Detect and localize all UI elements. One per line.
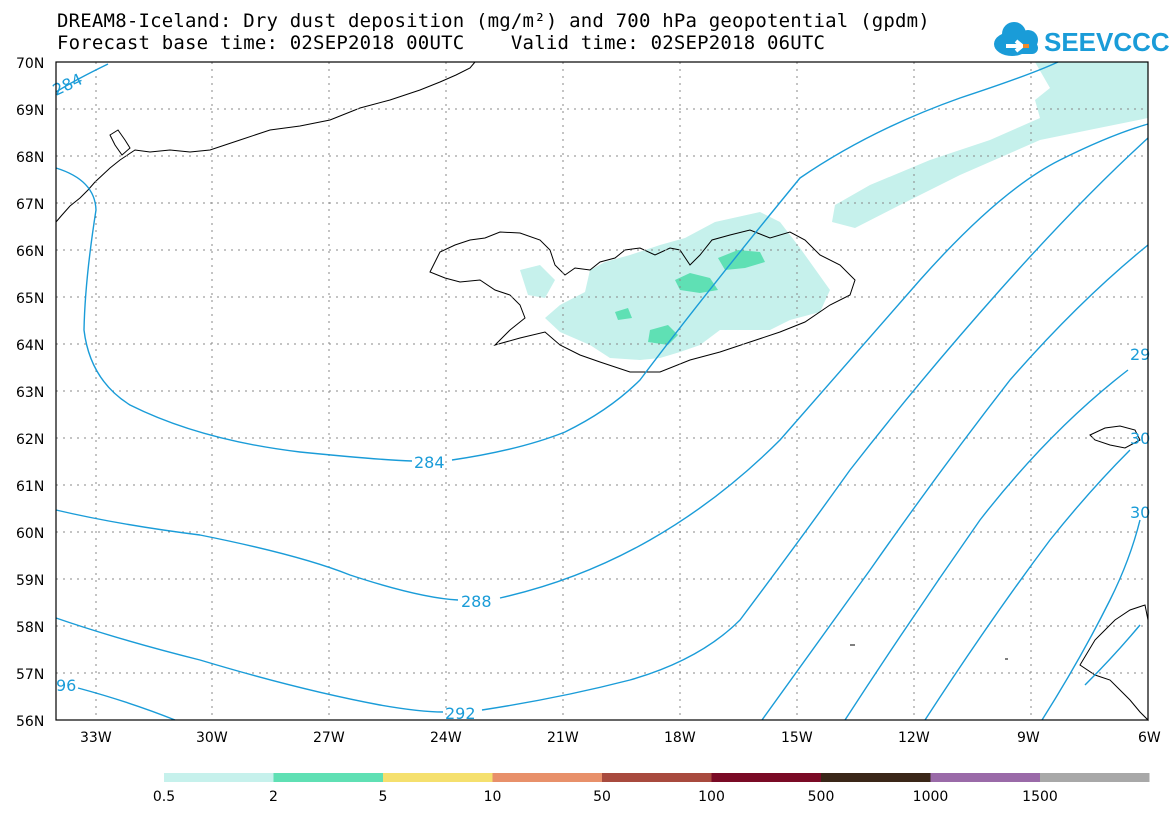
legend-swatch — [821, 773, 931, 782]
lon-label: 12W — [898, 730, 930, 746]
lat-label: 67N — [16, 197, 44, 213]
lat-label: 62N — [16, 432, 44, 448]
lat-label: 59N — [16, 573, 44, 589]
legend-swatch — [273, 773, 383, 782]
contour-300b — [924, 449, 1131, 721]
contour-label-30-a: 30 — [1130, 429, 1150, 448]
legend-label: 100 — [698, 789, 725, 805]
legend-label: 50 — [593, 789, 611, 805]
contour-label-296: 96 — [56, 676, 76, 695]
contour-296 — [77, 687, 176, 721]
contour-308 — [1084, 624, 1141, 686]
graticule — [56, 62, 1148, 720]
geopotential-contours — [55, 61, 1149, 721]
lon-label: 33W — [80, 730, 112, 746]
contour-304 — [1041, 519, 1141, 721]
lat-label: 68N — [16, 150, 44, 166]
legend-swatch — [930, 773, 1040, 782]
longitude-labels: 33W 30W 27W 24W 21W 18W 15W 12W 9W 6W — [80, 730, 1161, 746]
lon-label: 27W — [313, 730, 345, 746]
cloud-icon — [994, 22, 1038, 56]
lat-label: 69N — [16, 103, 44, 119]
lat-label: 70N — [16, 56, 44, 72]
legend-label: 500 — [808, 789, 835, 805]
logo-text: SEEVCCC — [1044, 27, 1170, 57]
legend-label: 1000 — [913, 789, 949, 805]
lat-label: 65N — [16, 291, 44, 307]
lat-label: 56N — [16, 714, 44, 730]
faroe-coast — [1089, 425, 1141, 449]
latitude-labels: 70N 69N 68N 67N 66N 65N 64N 63N 62N 61N … — [16, 56, 44, 730]
lon-label: 30W — [196, 730, 228, 746]
lat-label: 66N — [16, 244, 44, 260]
legend-label: 1500 — [1022, 789, 1058, 805]
color-legend: 0.5 2 5 10 50 100 500 1000 1500 — [153, 773, 1150, 805]
contour-label-29-right: 29 — [1130, 345, 1150, 364]
map-title: DREAM8-Iceland: Dry dust deposition (mg/… — [57, 10, 930, 32]
legend-label: 5 — [379, 789, 388, 805]
lon-label: 9W — [1017, 730, 1040, 746]
lat-label: 57N — [16, 667, 44, 683]
legend-swatch — [711, 773, 821, 782]
contour-label-292: 292 — [445, 704, 476, 723]
legend-swatch — [164, 773, 274, 782]
legend-label: 0.5 — [153, 789, 175, 805]
contour-284-top — [55, 63, 109, 93]
seevccc-logo: SEEVCCC — [994, 22, 1170, 57]
legend-label: 10 — [484, 789, 502, 805]
iceland-coast — [429, 229, 856, 373]
lat-label: 58N — [16, 620, 44, 636]
contour-300a — [844, 369, 1129, 721]
coastlines — [55, 61, 1149, 722]
lat-label: 60N — [16, 526, 44, 542]
contour-label-288: 288 — [461, 592, 492, 611]
legend-swatch — [1040, 773, 1150, 782]
legend-swatch — [492, 773, 602, 782]
lat-label: 64N — [16, 338, 44, 354]
dust-deposition-mid — [615, 250, 765, 345]
legend-swatch — [602, 773, 712, 782]
lon-label: 24W — [430, 730, 462, 746]
greenland-coast — [55, 61, 476, 223]
contour-label-30-b: 30 — [1130, 503, 1150, 522]
lat-label: 63N — [16, 385, 44, 401]
legend-label: 2 — [269, 789, 278, 805]
contour-label-284: 284 — [414, 453, 445, 472]
contour-296-right — [761, 244, 1149, 721]
contour-292 — [55, 137, 1149, 713]
lat-label: 61N — [16, 479, 44, 495]
map-frame — [55, 61, 1149, 721]
lon-label: 6W — [1138, 730, 1161, 746]
contour-284 — [55, 61, 1059, 462]
contour-288 — [55, 123, 1149, 601]
lon-label: 21W — [547, 730, 579, 746]
map-subtitle: Forecast base time: 02SEP2018 00UTC Vali… — [57, 32, 826, 54]
lon-label: 15W — [781, 730, 813, 746]
legend-swatch — [383, 773, 493, 782]
lon-label: 18W — [664, 730, 696, 746]
